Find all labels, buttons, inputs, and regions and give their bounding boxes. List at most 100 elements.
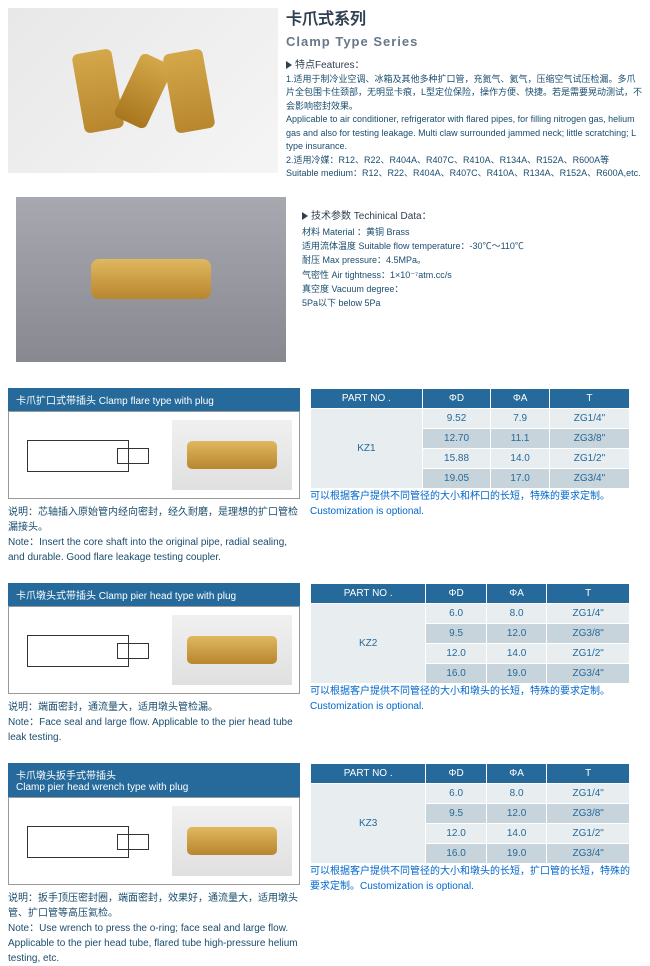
spec-cell: 12.0 <box>426 643 487 663</box>
brass-fitting-illustration <box>71 48 124 134</box>
spec-cell: 8.0 <box>486 783 547 803</box>
part-number-cell: KZ2 <box>311 603 426 683</box>
feature-2-zh: 2.适用冷媒：R12、R22、R404A、R407C、R410A、R134A、R… <box>286 154 642 168</box>
spec-cell: ZG3/8" <box>547 803 630 823</box>
product-row: 卡爪扩口式带插头 Clamp flare type with plug说明：芯轴… <box>8 388 642 565</box>
tech-material: 材料 Material ：黄铜 Brass <box>302 225 642 239</box>
table-header-row: PART NO .ΦDΦAT <box>311 388 630 408</box>
spec-cell: 12.70 <box>422 428 491 448</box>
features-label: 特点Features： <box>286 58 642 73</box>
brass-fitting-illustration <box>187 636 277 664</box>
tech-vacuum: 真空度 Vacuum degree： <box>302 282 642 296</box>
spec-table: PART NO .ΦDΦATKZ36.08.0ZG1/4"9.512.0ZG3/… <box>310 763 630 864</box>
table-header-cell: ΦD <box>426 763 487 783</box>
feature-2-en: Suitable medium：R12、R22、R404A、R407C、R410… <box>286 167 642 181</box>
table-row: KZ26.08.0ZG1/4" <box>311 603 630 623</box>
product-row: 卡爪墩头式带插头 Clamp pier head type with plug说… <box>8 583 642 745</box>
spec-cell: ZG1/4" <box>549 408 629 428</box>
technical-drawing <box>17 420 157 490</box>
spec-table: PART NO .ΦDΦATKZ19.527.9ZG1/4"12.7011.1Z… <box>310 388 630 489</box>
brass-fitting-illustration <box>91 259 211 299</box>
customization-note: 可以根据客户提供不同管径的大小和墩头的长短，特殊的要求定制。Customizat… <box>310 684 630 714</box>
note-zh: 说明：扳手顶压密封圈，端面密封，效果好，通流量大，适用墩头管、扩口管等高压氦检。 <box>8 891 300 921</box>
spec-cell: 9.52 <box>422 408 491 428</box>
note-en: Note：Use wrench to press the o-ring; fac… <box>8 921 300 966</box>
spec-cell: 19.0 <box>486 663 547 683</box>
table-header-cell: T <box>547 583 630 603</box>
spec-cell: 11.1 <box>491 428 550 448</box>
product-photo-small <box>172 420 292 490</box>
product-right-col: PART NO .ΦDΦATKZ26.08.0ZG1/4"9.512.0ZG3/… <box>310 583 630 745</box>
spec-cell: 6.0 <box>426 783 487 803</box>
part-number-cell: KZ1 <box>311 408 423 488</box>
product-photo-small <box>172 615 292 685</box>
diagram-box <box>8 411 300 499</box>
feature-1-zh: 1.适用于制冷业空调、冰箱及其他多种扩口管，充氮气、氦气，压缩空气试压检漏。多爪… <box>286 73 642 114</box>
spec-cell: 14.0 <box>491 448 550 468</box>
product-right-col: PART NO .ΦDΦATKZ36.08.0ZG1/4"9.512.0ZG3/… <box>310 763 630 966</box>
top-section: 卡爪式系列 Clamp Type Series 特点Features： 1.适用… <box>0 0 650 189</box>
spec-cell: 17.0 <box>491 468 550 488</box>
product-title-bar: 卡爪墩头扳手式带插头 Clamp pier head wrench type w… <box>8 763 300 797</box>
table-header-cell: T <box>549 388 629 408</box>
product-photo-small <box>172 806 292 876</box>
product-note: 说明：端面密封，通流量大，适用墩头管检漏。Note：Face seal and … <box>8 700 300 745</box>
products-container: 卡爪扩口式带插头 Clamp flare type with plug说明：芯轴… <box>0 388 650 966</box>
note-en: Note：Face seal and large flow. Applicabl… <box>8 715 300 745</box>
tech-data-label: 技术参数 Techinical Data： <box>302 209 642 225</box>
spec-cell: 8.0 <box>486 603 547 623</box>
table-header-cell: ΦD <box>422 388 491 408</box>
spec-cell: 12.0 <box>426 823 487 843</box>
technical-drawing <box>17 615 157 685</box>
customization-note: 可以根据客户提供不同管径的大小和墩头的长短，扩口管的长短，特殊的要求定制。Cus… <box>310 864 630 894</box>
triangle-bullet-icon <box>286 61 292 69</box>
spec-cell: ZG1/2" <box>549 448 629 468</box>
product-block: 卡爪扩口式带插头 Clamp flare type with plug说明：芯轴… <box>8 388 642 565</box>
spec-cell: 12.0 <box>486 803 547 823</box>
table-header-cell: PART NO . <box>311 583 426 603</box>
diagram-box <box>8 606 300 694</box>
header-text: 卡爪式系列 Clamp Type Series 特点Features： 1.适用… <box>286 8 642 181</box>
spec-cell: ZG3/4" <box>549 468 629 488</box>
spec-table: PART NO .ΦDΦATKZ26.08.0ZG1/4"9.512.0ZG3/… <box>310 583 630 684</box>
part-number-cell: KZ3 <box>311 783 426 863</box>
title-zh: 卡爪式系列 <box>286 8 642 32</box>
product-row: 卡爪墩头扳手式带插头 Clamp pier head wrench type w… <box>8 763 642 966</box>
table-header-cell: ΦA <box>486 763 547 783</box>
spec-cell: ZG3/4" <box>547 663 630 683</box>
spec-cell: ZG1/2" <box>547 643 630 663</box>
note-en: Note：Insert the core shaft into the orig… <box>8 535 300 565</box>
table-header-cell: ΦA <box>491 388 550 408</box>
spec-cell: 6.0 <box>426 603 487 623</box>
product-note: 说明：扳手顶压密封圈，端面密封，效果好，通流量大，适用墩头管、扩口管等高压氦检。… <box>8 891 300 966</box>
spec-cell: 15.88 <box>422 448 491 468</box>
triangle-bullet-icon <box>302 212 308 220</box>
table-header-cell: ΦD <box>426 583 487 603</box>
mid-row: 技术参数 Techinical Data： 材料 Material ：黄铜 Br… <box>0 189 650 370</box>
table-row: KZ36.08.0ZG1/4" <box>311 783 630 803</box>
spec-cell: 19.05 <box>422 468 491 488</box>
tech-pressure: 耐压 Max pressure：4.5MPa。 <box>302 253 642 267</box>
spec-cell: ZG3/4" <box>547 843 630 863</box>
table-header-cell: PART NO . <box>311 763 426 783</box>
tech-temperature: 适用流体温度 Suitable flow temperature：-30℃～11… <box>302 239 642 253</box>
spec-cell: 14.0 <box>486 643 547 663</box>
brass-fitting-illustration <box>187 827 277 855</box>
spec-cell: ZG3/8" <box>547 623 630 643</box>
tech-vacuum-value: 5Pa以下 below 5Pa <box>302 296 642 310</box>
brass-fitting-illustration <box>162 48 215 134</box>
spec-cell: 9.5 <box>426 623 487 643</box>
note-zh: 说明：端面密封，通流量大，适用墩头管检漏。 <box>8 700 300 715</box>
spec-cell: 16.0 <box>426 843 487 863</box>
spec-cell: ZG1/2" <box>547 823 630 843</box>
note-zh: 说明：芯轴插入原始管内经向密封，经久耐磨，是理想的扩口管检漏接头。 <box>8 505 300 535</box>
feature-1-en: Applicable to air conditioner, refrigera… <box>286 113 642 154</box>
spec-cell: 19.0 <box>486 843 547 863</box>
customization-note: 可以根据客户提供不同管径的大小和杯口的长短，特殊的要求定制。Customizat… <box>310 489 630 519</box>
product-left-col: 卡爪墩头式带插头 Clamp pier head type with plug说… <box>8 583 300 745</box>
spec-cell: 7.9 <box>491 408 550 428</box>
spec-cell: 9.5 <box>426 803 487 823</box>
product-block: 卡爪墩头扳手式带插头 Clamp pier head wrench type w… <box>8 763 642 966</box>
product-note: 说明：芯轴插入原始管内经向密封，经久耐磨，是理想的扩口管检漏接头。Note：In… <box>8 505 300 565</box>
technical-data: 技术参数 Techinical Data： 材料 Material ：黄铜 Br… <box>302 189 642 370</box>
